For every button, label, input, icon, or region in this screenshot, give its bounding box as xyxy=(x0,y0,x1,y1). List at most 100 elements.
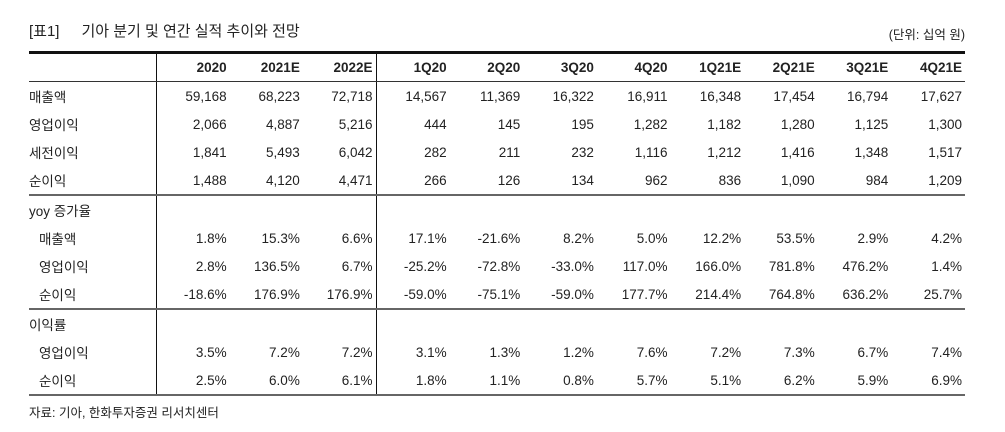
value-cell: 1,209 xyxy=(891,166,965,196)
empty-cell xyxy=(670,195,744,224)
row-label: 순이익 xyxy=(29,166,157,196)
value-cell: 166.0% xyxy=(695,258,742,274)
value-cell: 17.1% xyxy=(408,230,447,246)
value-cell: 2.8% xyxy=(195,258,227,274)
value-cell: 781.8% xyxy=(768,258,815,274)
value-cell: 5.9% xyxy=(817,366,892,396)
value-cell: 25.7% xyxy=(891,280,965,310)
value-cell: 8.2% xyxy=(563,230,594,246)
value-cell: 2.9% xyxy=(857,230,889,246)
value-cell: 4,887 xyxy=(266,116,300,132)
value-cell: -18.6% xyxy=(156,280,230,310)
column-header: 2Q21E xyxy=(744,51,818,82)
header-row: 2020 2021E 2022E 1Q20 2Q20 3Q20 4Q20 1Q2… xyxy=(29,51,965,82)
section-header: yoy 증가율 xyxy=(29,195,157,224)
value-cell: 15.3% xyxy=(261,230,300,246)
section-header-row: yoy 증가율 xyxy=(29,195,965,224)
value-cell: 1,348 xyxy=(854,144,889,160)
column-header: 2Q20 xyxy=(449,51,524,82)
value-cell: -59.0% xyxy=(376,280,450,310)
value-cell: 6.2% xyxy=(744,366,818,396)
value-cell: -59.0% xyxy=(523,280,597,310)
value-cell: 211 xyxy=(498,144,521,160)
value-cell: 5,493 xyxy=(266,144,300,160)
column-header: 2021E xyxy=(229,51,303,82)
empty-cell xyxy=(302,195,377,224)
value-cell: -21.6% xyxy=(477,230,521,246)
table-title: [표1] 기아 분기 및 연간 실적 추이와 전망 xyxy=(29,20,300,41)
row-label: 영업이익 xyxy=(29,110,157,138)
empty-cell xyxy=(450,195,524,224)
value-cell: 1,125 xyxy=(854,116,889,132)
value-cell: 126 xyxy=(449,166,524,196)
value-cell: 17,454 xyxy=(773,88,815,104)
value-cell: 232 xyxy=(571,144,594,160)
value-cell: 1,416 xyxy=(780,144,815,160)
empty-cell xyxy=(376,195,450,224)
value-cell: 1,488 xyxy=(156,166,230,196)
value-cell: 1,116 xyxy=(634,144,668,160)
column-header-label xyxy=(29,51,157,82)
value-cell: 3.5% xyxy=(195,344,227,360)
value-cell: 53.5% xyxy=(776,230,815,246)
value-cell: 1,212 xyxy=(707,144,742,160)
source-note: 자료: 기아, 한화투자증권 리서치센터 xyxy=(29,406,219,420)
value-cell: 4.2% xyxy=(931,230,962,246)
value-cell: 117.0% xyxy=(622,258,668,274)
empty-cell xyxy=(891,195,965,224)
value-cell: 0.8% xyxy=(523,366,597,396)
empty-cell xyxy=(670,309,744,338)
value-cell: 6.0% xyxy=(229,366,303,396)
value-cell: 134 xyxy=(523,166,597,196)
value-cell: 1.8% xyxy=(376,366,450,396)
value-cell: 6.7% xyxy=(857,344,889,360)
table-row: 순이익 1,488 4,120 4,471 266 126 134 962 836 1,090 98… xyxy=(29,166,965,196)
value-cell: 1.4% xyxy=(931,258,962,274)
earnings-table: 2020 2021E 2022E 1Q20 2Q20 3Q20 4Q20 1Q2… xyxy=(29,51,965,396)
value-cell: 16,794 xyxy=(847,88,889,104)
value-cell: 136.5% xyxy=(254,258,300,274)
column-header: 3Q20 xyxy=(523,51,597,82)
empty-cell xyxy=(523,309,597,338)
column-header: 3Q21E xyxy=(817,51,892,82)
column-header: 2022E xyxy=(302,51,377,82)
value-cell: 145 xyxy=(497,116,521,132)
value-cell: 1,841 xyxy=(192,144,227,160)
value-cell: 72,718 xyxy=(302,81,377,110)
value-cell: 1,300 xyxy=(928,116,962,132)
row-label: 매출액 xyxy=(29,224,157,252)
value-cell: 11,369 xyxy=(479,88,521,104)
value-cell: 6.6% xyxy=(302,224,377,252)
empty-cell xyxy=(744,309,818,338)
empty-cell xyxy=(597,195,671,224)
empty-cell xyxy=(744,195,818,224)
value-cell: 16,348 xyxy=(699,88,742,104)
value-cell: 7.3% xyxy=(783,344,815,360)
value-cell: 2.5% xyxy=(156,366,230,396)
column-header: 1Q21E xyxy=(670,51,745,82)
column-header: 4Q21E xyxy=(891,51,965,82)
table-row: 영업이익 3.5% 7.2% 7.2% 3.1% 1.3% 1.2% 7.6% 7.2% 7.3%… xyxy=(29,338,965,366)
empty-cell xyxy=(818,309,892,338)
table-row: 순이익 -18.6% 176.9% 176.9% -59.0% -75.1% -59.0% 1… xyxy=(29,280,965,310)
empty-cell xyxy=(302,309,377,338)
value-cell: 5.7% xyxy=(596,366,671,396)
value-cell: 177.7% xyxy=(596,280,671,310)
empty-cell xyxy=(156,309,229,338)
value-cell: 984 xyxy=(817,166,892,196)
empty-cell xyxy=(230,195,303,224)
value-cell: 68,223 xyxy=(258,88,300,104)
value-cell: 195 xyxy=(571,116,594,132)
value-cell: 282 xyxy=(424,144,447,160)
table-row: 영업이익 2.8% 136.5% 6.7% -25.2% -72.8% -33.0% 117.… xyxy=(29,252,965,280)
table-row: 세전이익 1,841 5,493 6,042 282 211 232 1,116 1,212 1,… xyxy=(29,138,965,166)
empty-cell xyxy=(818,195,892,224)
value-cell: 4,471 xyxy=(302,166,377,196)
row-label: 순이익 xyxy=(29,280,157,310)
value-cell: 3.1% xyxy=(415,344,447,360)
table-row: 매출액 59,168 68,223 72,718 14,567 11,369 16,322 1… xyxy=(29,81,965,110)
value-cell: -72.8% xyxy=(477,258,521,274)
value-cell: 6.1% xyxy=(302,366,377,396)
table-row: 매출액 1.8% 15.3% 6.6% 17.1% -21.6% 8.2% 5.0% 12.2%… xyxy=(29,224,965,252)
value-cell: 5.1% xyxy=(670,366,745,396)
